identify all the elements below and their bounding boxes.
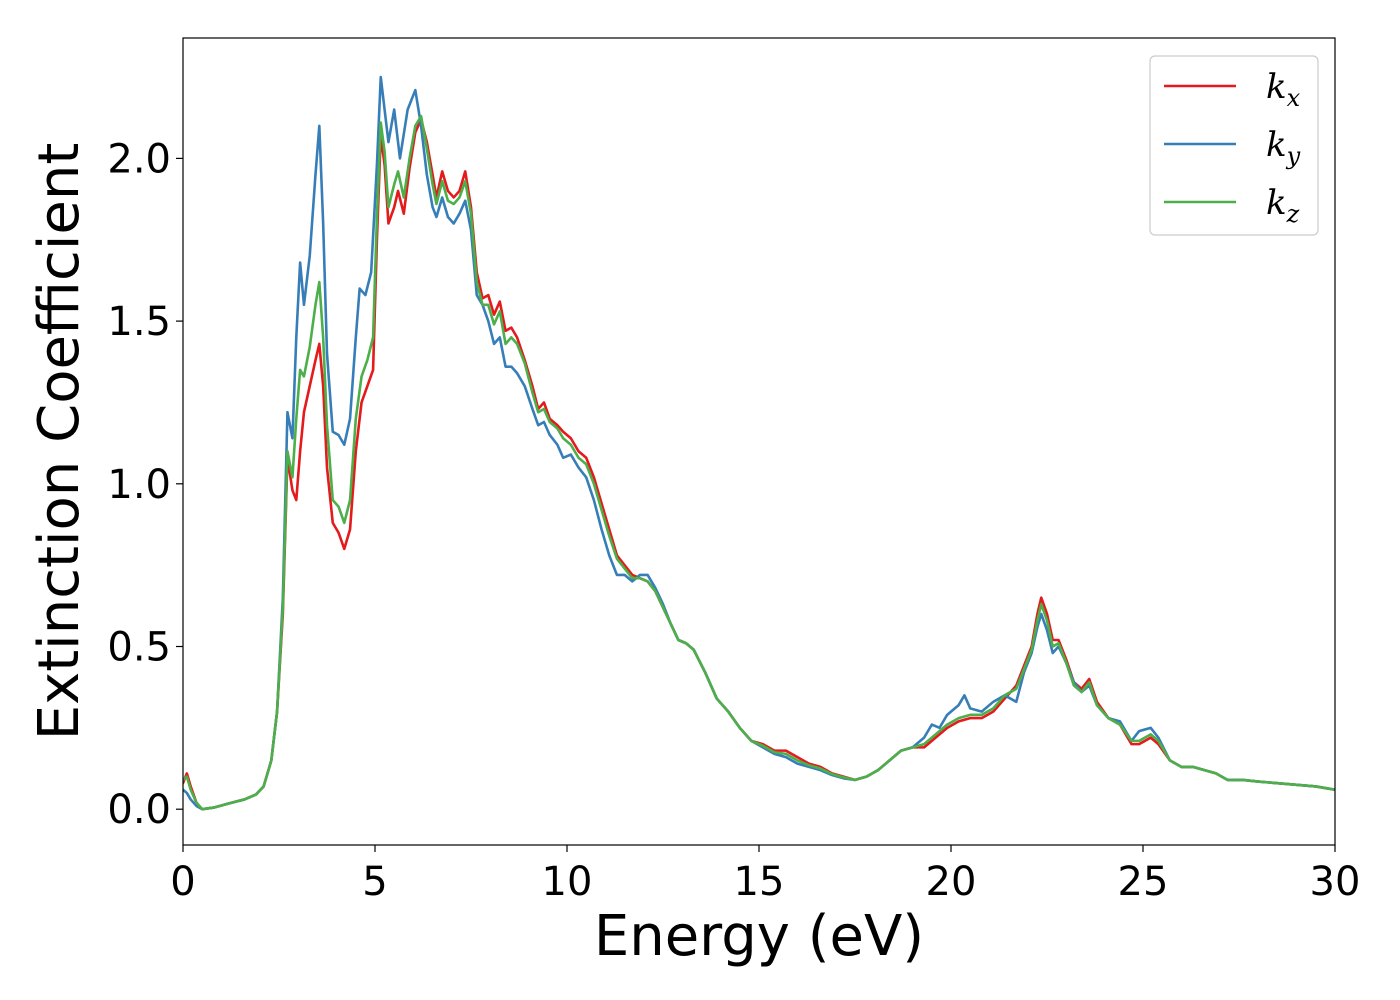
legend-label-kx: kx — [1266, 67, 1301, 112]
x-axis: 0 5 10 15 20 25 30 — [170, 845, 1360, 905]
legend-label-kz: kz — [1266, 183, 1300, 228]
legend: kx ky kz — [1149, 55, 1319, 236]
legend-frame — [1149, 55, 1319, 236]
y-tick-label: 0.0 — [107, 787, 171, 833]
series-line-ky — [183, 75, 1335, 811]
series-line-kz — [183, 114, 1335, 811]
x-tick-label: 25 — [1118, 859, 1169, 905]
x-tick-label: 10 — [542, 859, 593, 905]
y-tick-label: 0.5 — [107, 625, 171, 671]
x-tick-label: 5 — [362, 859, 387, 905]
legend-label-ky: ky — [1266, 125, 1301, 170]
y-axis: 0.0 0.5 1.0 1.5 2.0 — [107, 136, 183, 833]
x-tick-label: 20 — [926, 859, 977, 905]
y-axis-title: Extinction Coefficient — [27, 143, 92, 741]
x-tick-label: 0 — [170, 859, 195, 905]
x-tick-label: 30 — [1310, 859, 1361, 905]
plot-lines — [183, 75, 1335, 811]
series-line-kx — [183, 118, 1335, 811]
y-tick-label: 2.0 — [107, 136, 171, 182]
x-axis-title: Energy (eV) — [594, 904, 924, 969]
y-tick-label: 1.0 — [107, 462, 171, 508]
x-tick-label: 15 — [734, 859, 785, 905]
y-tick-label: 1.5 — [107, 299, 171, 345]
